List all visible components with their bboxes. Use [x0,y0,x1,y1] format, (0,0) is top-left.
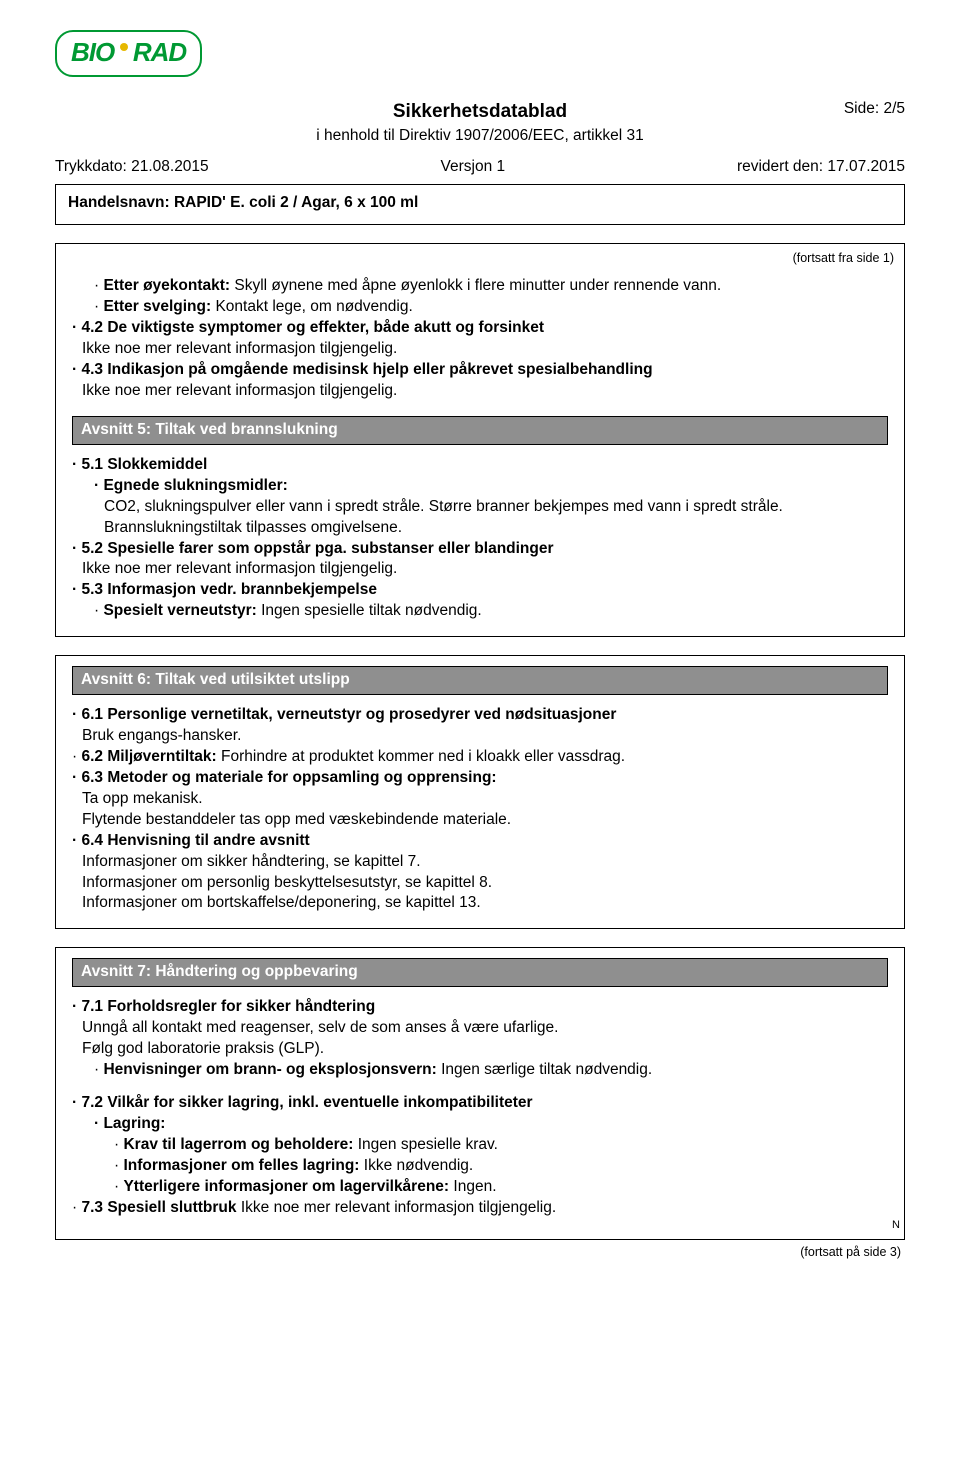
s72-b-label: Informasjoner om felles lagring: [123,1157,359,1174]
s63-text2: Flytende bestanddeler tas opp med væskeb… [72,810,888,831]
s62-line: 6.2 Miljøverntiltak: Forhindre at produk… [72,747,888,768]
s51-sub-label: Egnede slukningsmidler: [72,476,888,497]
print-date: Trykkdato: 21.08.2015 [55,157,209,178]
section-5-heading: Avsnitt 5: Tiltak ved brannslukning [72,416,888,445]
s43-text: Ikke noe mer relevant informasjon tilgje… [72,381,888,402]
document-title: Sikkerhetsdatablad [55,99,905,125]
s72-lagring: Lagring: [72,1114,888,1135]
logo-part1: BIO [71,35,114,70]
s53-sub-text: Ingen spesielle tiltak nødvendig. [257,602,482,619]
product-name: RAPID' E. coli 2 / Agar, 6 x 100 ml [174,194,418,211]
revised-label: revidert den: [737,158,827,175]
section-box-6: Avsnitt 6: Tiltak ved utilsiktet utslipp… [55,655,905,929]
s53-title: 5.3 Informasjon vedr. brannbekjempelse [72,580,888,601]
s72-a-label: Krav til lagerrom og beholdere: [123,1136,353,1153]
s64-text2: Informasjoner om personlig beskyttelsesu… [72,873,888,894]
s71-sub-text: Ingen særlige tiltak nødvendig. [437,1061,652,1078]
s52-text: Ikke noe mer relevant informasjon tilgje… [72,559,888,580]
s42-text: Ikke noe mer relevant informasjon tilgje… [72,339,888,360]
document-subtitle: i henhold til Direktiv 1907/2006/EEC, ar… [55,126,905,147]
s61-title: 6.1 Personlige vernetiltak, verneutstyr … [72,705,888,726]
s51-text1: CO2, slukningspulver eller vann i spredt… [72,497,888,518]
meta-row: Trykkdato: 21.08.2015 Versjon 1 revidert… [55,157,905,178]
revised-value: 17.07.2015 [827,158,905,175]
s72-c-label: Ytterligere informasjoner om lagervilkår… [123,1178,449,1195]
s72-b: Informasjoner om felles lagring: Ikke nø… [72,1156,888,1177]
s63-title: 6.3 Metoder og materiale for oppsamling … [72,768,888,789]
s73-title: 7.3 Spesiell sluttbruk [81,1199,236,1216]
s73-text: Ikke noe mer relevant informasjon tilgje… [237,1199,557,1216]
eye-contact-label: Etter øyekontakt: [103,277,230,294]
swallow-label: Etter svelging: [103,298,211,315]
s43-title: 4.3 Indikasjon på omgående medisinsk hje… [72,360,888,381]
s62-text: Forhindre at produktet kommer ned i kloa… [217,748,625,765]
s72-a: Krav til lagerrom og beholdere: Ingen sp… [72,1135,888,1156]
s72-a-text: Ingen spesielle krav. [353,1136,497,1153]
s72-title: 7.2 Vilkår for sikker lagring, inkl. eve… [72,1093,888,1114]
logo-dot-icon [120,43,128,51]
s71-text1: Unngå all kontakt med reagenser, selv de… [72,1018,888,1039]
product-label: Handelsnavn: [68,194,174,211]
section-box-4-5: (fortsatt fra side 1) Etter øyekontakt: … [55,243,905,638]
section-box-7: Avsnitt 7: Håndtering og oppbevaring 7.1… [55,947,905,1240]
continued-from: (fortsatt fra side 1) [56,244,904,267]
section-7-heading: Avsnitt 7: Håndtering og oppbevaring [72,958,888,987]
logo-part2: RAD [133,35,186,70]
s53-sub-label: Spesielt verneutstyr: [103,602,256,619]
eye-contact-line: Etter øyekontakt: Skyll øynene med åpne … [72,276,888,297]
s73-line: 7.3 Spesiell sluttbruk Ikke noe mer rele… [72,1198,888,1219]
s52-title: 5.2 Spesielle farer som oppstår pga. sub… [72,539,888,560]
version: Versjon 1 [440,157,505,178]
s71-sub-label: Henvisninger om brann- og eksplosjonsver… [103,1061,436,1078]
print-date-label: Trykkdato: [55,158,131,175]
brand-logo: BIO RAD [55,30,202,77]
n-mark: N [56,1218,904,1233]
s42-title: 4.2 De viktigste symptomer og effekter, … [72,318,888,339]
s71-sub-line: Henvisninger om brann- og eksplosjonsver… [72,1060,888,1081]
revised-date: revidert den: 17.07.2015 [737,157,905,178]
s72-c-text: Ingen. [449,1178,496,1195]
s71-title: 7.1 Forholdsregler for sikker håndtering [72,997,888,1018]
s64-text3: Informasjoner om bortskaffelse/deponerin… [72,893,888,914]
s63-text1: Ta opp mekanisk. [72,789,888,810]
s71-text2: Følg god laboratorie praksis (GLP). [72,1039,888,1060]
eye-contact-text: Skyll øynene med åpne øyenlokk i flere m… [230,277,721,294]
s64-text1: Informasjoner om sikker håndtering, se k… [72,852,888,873]
section-6-heading: Avsnitt 6: Tiltak ved utilsiktet utslipp [72,666,888,695]
swallow-text: Kontakt lege, om nødvendig. [211,298,413,315]
s61-text: Bruk engangs-hansker. [72,726,888,747]
print-date-value: 21.08.2015 [131,158,209,175]
swallow-line: Etter svelging: Kontakt lege, om nødvend… [72,297,888,318]
product-box: Handelsnavn: RAPID' E. coli 2 / Agar, 6 … [55,184,905,225]
continued-next: (fortsatt på side 3) [55,1244,905,1261]
s72-b-text: Ikke nødvendig. [359,1157,473,1174]
page-number: Side: 2/5 [844,99,905,120]
s51-text2: Brannslukningstiltak tilpasses omgivelse… [72,518,888,539]
s51-title: 5.1 Slokkemiddel [72,455,888,476]
s64-title: 6.4 Henvisning til andre avsnitt [72,831,888,852]
s53-sub-line: Spesielt verneutstyr: Ingen spesielle ti… [72,601,888,622]
s62-title: 6.2 Miljøverntiltak: [81,748,216,765]
s72-c: Ytterligere informasjoner om lagervilkår… [72,1177,888,1198]
document-header: Side: 2/5 Sikkerhetsdatablad i henhold t… [55,99,905,177]
